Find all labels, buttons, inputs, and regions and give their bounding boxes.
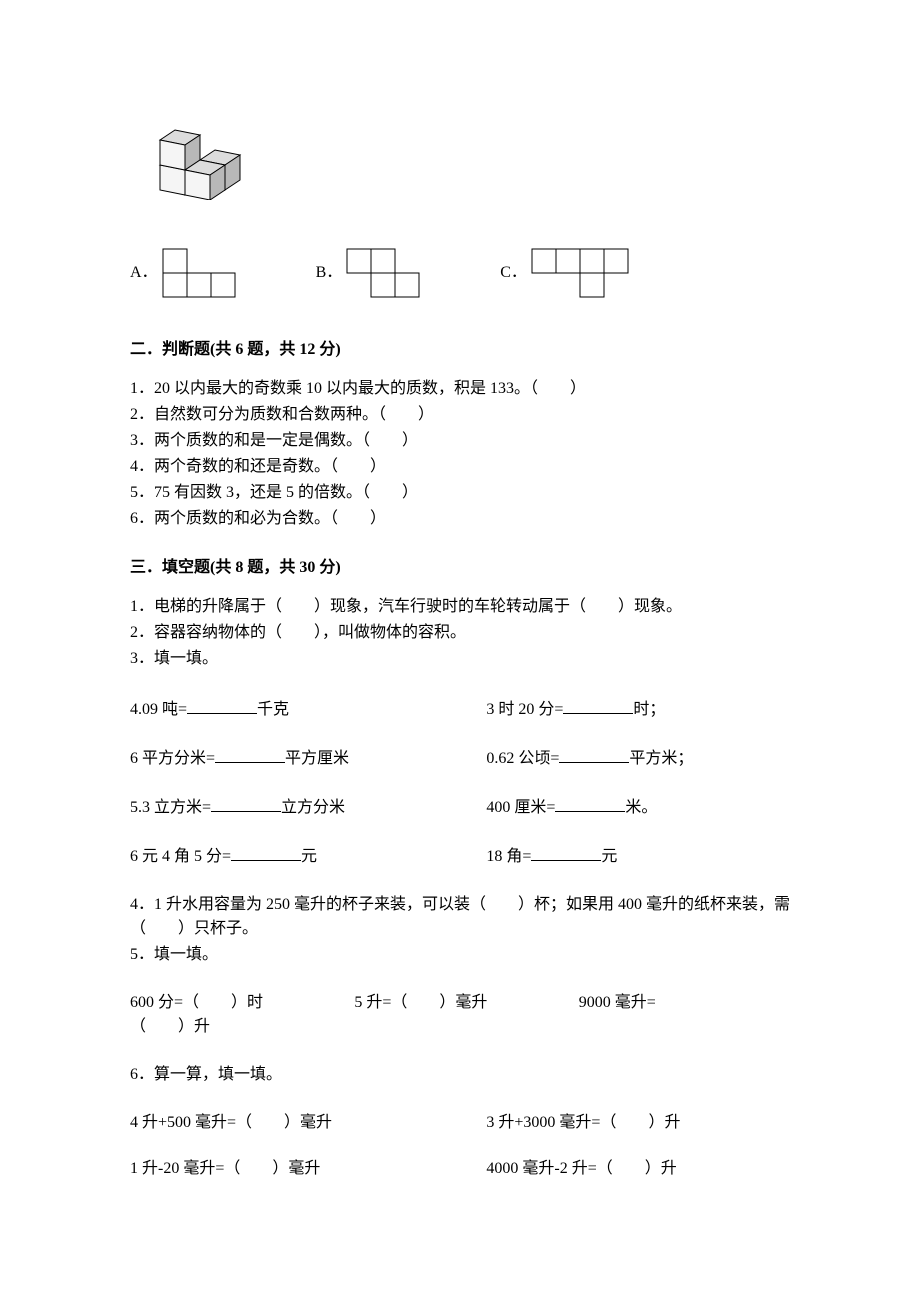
cube-figure	[150, 110, 790, 208]
l3b-suf: 米。	[625, 799, 657, 816]
blank	[563, 695, 633, 714]
s2-q2: 2．自然数可分为质数和合数两种。（ ）	[130, 403, 790, 427]
l4a-suf: 元	[301, 848, 317, 865]
l1b-suf: 时；	[633, 701, 665, 718]
s3-q4: 4．1 升水用容量为 250 毫升的杯子来装，可以装（ ）杯；如果用 400 毫…	[130, 893, 790, 941]
option-c: C．	[500, 248, 629, 298]
l4b-pre: 18 角=	[486, 848, 531, 865]
s3-fill-row-1: 4.09 吨= 千克 3 时 20 分= 时；	[130, 695, 790, 722]
s3-q1: 1．电梯的升降属于（ ）现象，汽车行驶时的车轮转动属于（ ）现象。	[130, 595, 790, 619]
blank	[559, 744, 629, 763]
option-b: B．	[316, 248, 421, 298]
s3-fill-row-2: 6 平方分米= 平方厘米 0.62 公顷= 平方米；	[130, 744, 790, 771]
s3-q2: 2．容器容纳物体的（ ），叫做物体的容积。	[130, 621, 790, 645]
blank	[211, 793, 281, 812]
l3b-pre: 400 厘米=	[486, 799, 555, 816]
option-c-label: C．	[500, 261, 527, 285]
blank	[187, 695, 257, 714]
l1a-suf: 千克	[257, 701, 289, 718]
option-b-label: B．	[316, 261, 343, 285]
blank	[555, 793, 625, 812]
l3a-pre: 5.3 立方米=	[130, 799, 211, 816]
s3-q6-row2: 1 升-20 毫升=（ ）毫升 4000 毫升-2 升=（ ）升	[130, 1157, 790, 1181]
s2-q5: 5．75 有因数 3，还是 5 的倍数。（ ）	[130, 481, 790, 505]
s3-q5-a: 600 分=（ ）时	[130, 991, 354, 1015]
s3-q3-intro: 3．填一填。	[130, 647, 790, 671]
option-b-shape	[346, 248, 420, 298]
s2-q3: 3．两个质数的和是一定是偶数。（ ）	[130, 429, 790, 453]
s3-q6-1a: 4 升+500 毫升=（ ）毫升	[130, 1111, 486, 1135]
option-c-shape	[531, 248, 629, 298]
blank	[231, 842, 301, 861]
l4a-pre: 6 元 4 角 5 分=	[130, 848, 231, 865]
l3a-suf: 立方分米	[281, 799, 345, 816]
s2-q6: 6．两个质数的和必为合数。（ ）	[130, 507, 790, 531]
s3-q6: 6．算一算，填一填。	[130, 1063, 790, 1087]
s3-q5: 5．填一填。	[130, 943, 790, 967]
l2a-suf: 平方厘米	[285, 750, 349, 767]
blank	[531, 842, 601, 861]
s3-q5-c-1: 9000 毫升=	[579, 994, 656, 1011]
option-a-label: A．	[130, 261, 158, 285]
s2-q4: 4．两个奇数的和还是奇数。（ ）	[130, 455, 790, 479]
l2a-pre: 6 平方分米=	[130, 750, 215, 767]
s3-q6-row1: 4 升+500 毫升=（ ）毫升 3 升+3000 毫升=（ ）升	[130, 1111, 790, 1135]
section-2-header: 二．判断题(共 6 题，共 12 分)	[130, 338, 790, 362]
s3-q5-row: 600 分=（ ）时 5 升=（ ）毫升 9000 毫升=	[130, 991, 790, 1015]
l1b-pre: 3 时 20 分=	[486, 701, 563, 718]
blank	[215, 744, 285, 763]
s3-q6-2a: 1 升-20 毫升=（ ）毫升	[130, 1157, 486, 1181]
l2b-suf: 平方米；	[629, 750, 693, 767]
l4b-suf: 元	[601, 848, 617, 865]
s3-q5-c-2: （ ）升	[130, 1015, 790, 1039]
s3-fill-row-3: 5.3 立方米= 立方分米 400 厘米= 米。	[130, 793, 790, 820]
option-a-shape	[162, 248, 236, 298]
l1a-pre: 4.09 吨=	[130, 701, 187, 718]
section-3-header: 三．填空题(共 8 题，共 30 分)	[130, 556, 790, 580]
s3-q6-1b: 3 升+3000 毫升=（ ）升	[486, 1111, 790, 1135]
option-a: A．	[130, 248, 236, 298]
multiple-choice-options: A． B． C．	[130, 248, 790, 298]
s3-q6-2b: 4000 毫升-2 升=（ ）升	[486, 1157, 790, 1181]
l2b-pre: 0.62 公顷=	[486, 750, 559, 767]
s3-fill-row-4: 6 元 4 角 5 分= 元 18 角= 元	[130, 842, 790, 869]
s3-q5-b: 5 升=（ ）毫升	[354, 991, 578, 1015]
s2-q1: 1．20 以内最大的奇数乘 10 以内最大的质数，积是 133。（ ）	[130, 377, 790, 401]
